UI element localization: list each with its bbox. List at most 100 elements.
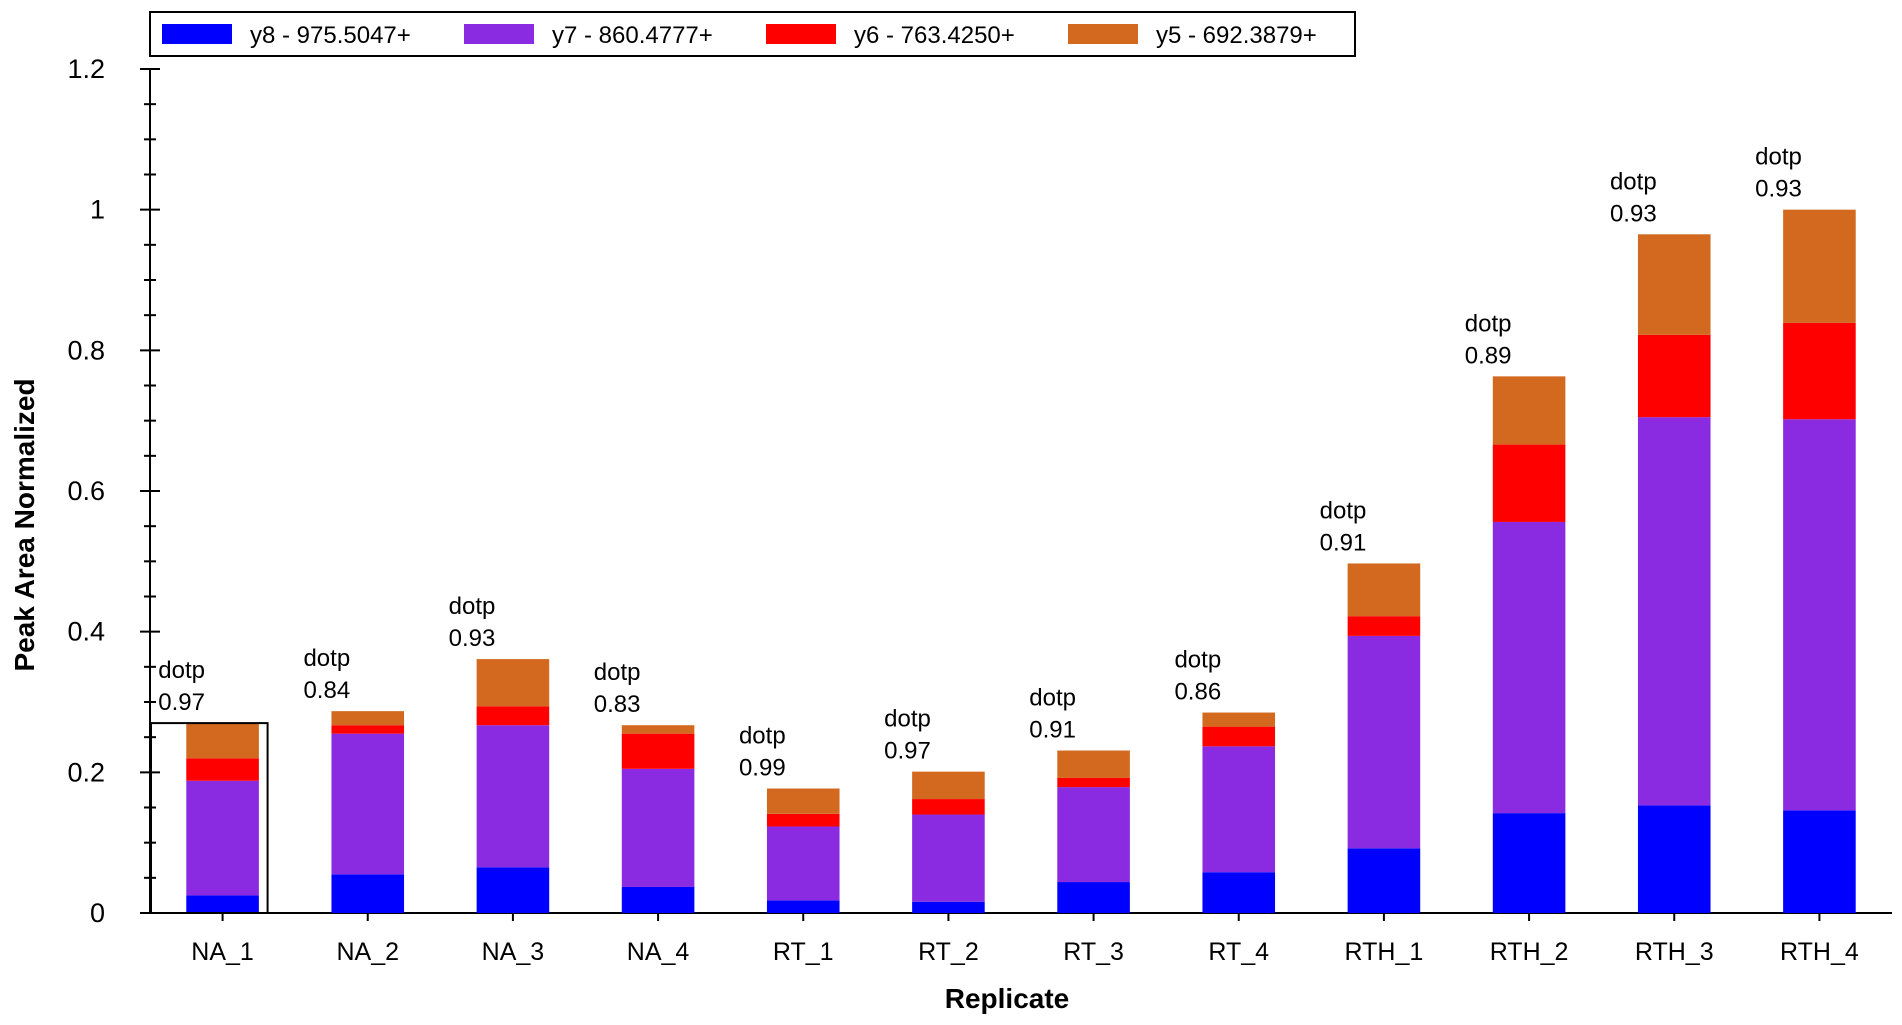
dotp-label: dotp bbox=[449, 593, 496, 620]
bar-segment bbox=[1057, 882, 1130, 913]
bar-segment bbox=[1637, 334, 1711, 418]
bar-segment bbox=[621, 768, 695, 887]
dotp-label: dotp bbox=[158, 657, 205, 684]
x-tick-label: RTH_1 bbox=[1345, 938, 1424, 966]
bar-segment bbox=[186, 895, 259, 913]
x-tick-label: NA_3 bbox=[482, 938, 545, 966]
y-tick-label: 1 bbox=[90, 195, 105, 225]
bar-segment bbox=[912, 799, 985, 815]
bar-segment bbox=[1783, 322, 1856, 420]
dotp-label: dotp bbox=[594, 659, 641, 686]
x-axis-title: Replicate bbox=[945, 983, 1070, 1014]
bar-segment bbox=[1637, 805, 1711, 913]
bar-segment bbox=[476, 659, 550, 707]
bar-segment bbox=[766, 826, 840, 901]
legend-label: y8 - 975.5047+ bbox=[250, 22, 411, 49]
bar-segment bbox=[1057, 750, 1130, 778]
bar-segment bbox=[621, 725, 695, 734]
y-tick-label: 0 bbox=[90, 898, 105, 928]
x-tick-label: NA_2 bbox=[336, 938, 399, 966]
dotp-value: 0.93 bbox=[1610, 200, 1657, 227]
bar-segment bbox=[331, 874, 405, 913]
y-tick-label: 0.2 bbox=[67, 757, 105, 787]
x-tick-label: RT_3 bbox=[1063, 938, 1124, 966]
dotp-label: dotp bbox=[1755, 144, 1802, 171]
x-tick-label: RTH_4 bbox=[1780, 938, 1859, 966]
bar-segment bbox=[1637, 234, 1711, 335]
bar-segment bbox=[1637, 417, 1711, 806]
x-tick-label: RT_1 bbox=[773, 938, 834, 966]
selection-box bbox=[150, 722, 269, 914]
dotp-value: 0.97 bbox=[884, 738, 931, 765]
x-tick-label: NA_4 bbox=[627, 938, 690, 966]
dotp-label: dotp bbox=[1320, 497, 1367, 524]
bar-segment bbox=[186, 780, 259, 896]
x-tick-label: RTH_2 bbox=[1490, 938, 1569, 966]
y-tick-label: 1.2 bbox=[67, 54, 105, 84]
bar-segment bbox=[1202, 746, 1276, 873]
bar-segment bbox=[1202, 872, 1276, 913]
x-tick-label: NA_1 bbox=[191, 938, 254, 966]
bar-segment bbox=[1783, 419, 1856, 811]
bars bbox=[150, 209, 1856, 914]
legend-label: y6 - 763.4250+ bbox=[854, 22, 1015, 49]
y-tick-label: 0.4 bbox=[67, 617, 105, 647]
y-axis: 0 0.2 0.4 0.6 0.8 1 1.2 bbox=[67, 54, 160, 928]
bar-segment bbox=[476, 706, 550, 726]
legend-swatch bbox=[766, 24, 836, 44]
bar-segment bbox=[1492, 813, 1566, 913]
legend: y8 - 975.5047+ y7 - 860.4777+ y6 - 763.425… bbox=[149, 11, 1356, 57]
dotp-value: 0.91 bbox=[1320, 529, 1367, 556]
dotp-value: 0.86 bbox=[1174, 679, 1221, 706]
dotp-label: dotp bbox=[303, 645, 350, 672]
bar-segment bbox=[1202, 712, 1276, 727]
dotp-label: dotp bbox=[1029, 685, 1076, 712]
bar-segment bbox=[1057, 777, 1130, 788]
bar-segment bbox=[476, 867, 550, 913]
bar-segment bbox=[476, 725, 550, 868]
bar-segment bbox=[1492, 521, 1566, 814]
dotp-value: 0.84 bbox=[303, 677, 350, 704]
bar-segment bbox=[1347, 848, 1421, 913]
bar-segment bbox=[1492, 376, 1566, 445]
bar-segment bbox=[186, 723, 259, 759]
y-tick-label: 0.8 bbox=[67, 335, 105, 365]
legend-swatch bbox=[464, 24, 534, 44]
bar-segment bbox=[1783, 209, 1856, 323]
bar-segment bbox=[912, 771, 985, 800]
dotp-value: 0.83 bbox=[594, 691, 641, 718]
bar-segment bbox=[912, 901, 985, 913]
bar-segment bbox=[1492, 444, 1566, 522]
dotp-value: 0.97 bbox=[158, 689, 205, 716]
bar-segment bbox=[1202, 726, 1276, 747]
bar-segment bbox=[1347, 563, 1421, 617]
dotp-value: 0.91 bbox=[1029, 717, 1076, 744]
bar-segment bbox=[621, 886, 695, 913]
bar-segment bbox=[331, 733, 405, 875]
y-axis-title: Peak Area Normalized bbox=[9, 378, 40, 671]
dotp-label: dotp bbox=[884, 706, 931, 733]
dotp-value: 0.93 bbox=[449, 625, 496, 652]
legend-label: y7 - 860.4777+ bbox=[552, 22, 713, 49]
bar-segment bbox=[1347, 635, 1421, 849]
bar-segment bbox=[912, 814, 985, 902]
dotp-label: dotp bbox=[1610, 168, 1657, 195]
bar-segment bbox=[766, 788, 840, 814]
y-tick-label: 0.6 bbox=[67, 476, 105, 506]
bar-segment bbox=[766, 900, 840, 913]
bar-segment bbox=[621, 733, 695, 769]
dotp-label: dotp bbox=[739, 723, 786, 750]
bar-segment bbox=[331, 711, 405, 726]
dotp-value: 0.93 bbox=[1755, 176, 1802, 203]
x-tick-label: RTH_3 bbox=[1635, 938, 1714, 966]
dotp-annotations: dotp 0.97 dotp 0.84 dotp 0.93 dotp 0.83 dotp 0.99… bbox=[158, 144, 1802, 782]
dotp-label: dotp bbox=[1465, 310, 1512, 337]
bar-segment bbox=[331, 725, 405, 734]
x-tick-label: RT_4 bbox=[1208, 938, 1269, 966]
bar-segment bbox=[1057, 787, 1130, 883]
legend-swatch bbox=[1068, 24, 1138, 44]
legend-swatch bbox=[162, 24, 232, 44]
x-axis: NA_1 NA_2 NA_3 NA_4 RT_1 RT_2 RT_3 RT_4 RTH_1 RTH… bbox=[150, 912, 1892, 966]
x-tick-label: RT_2 bbox=[918, 938, 979, 966]
